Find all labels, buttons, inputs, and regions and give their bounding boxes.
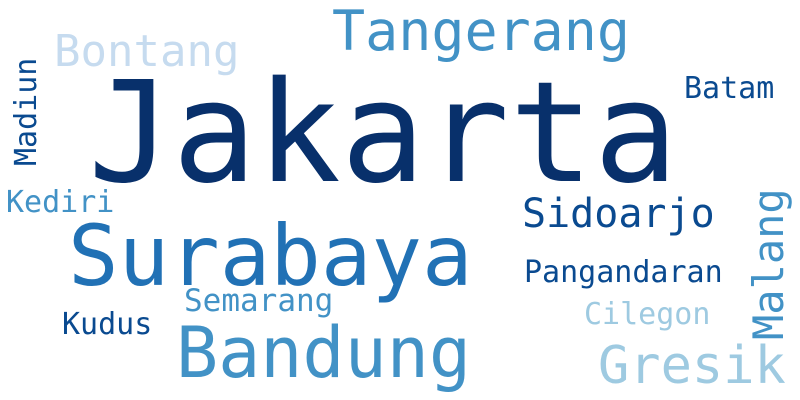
word-kudus: Kudus: [62, 307, 153, 342]
word-bontang: Bontang: [54, 26, 240, 77]
word-batam: Batam: [684, 71, 775, 106]
word-semarang: Semarang: [184, 283, 334, 319]
word-sidoarjo: Sidoarjo: [522, 191, 715, 237]
word-bandung: Bandung: [176, 312, 472, 394]
word-kediri: Kediri: [6, 185, 115, 220]
word-gresik: Gresik: [598, 336, 786, 396]
word-jakarta: Jakarta: [88, 52, 679, 215]
word-cilegon: Cilegon: [584, 297, 711, 332]
word-surabaya: Surabaya: [68, 207, 473, 305]
word-tangerang: Tangerang: [332, 0, 631, 63]
word-madiun: Madiun: [9, 57, 44, 166]
word-pangandaran: Pangandaran: [524, 255, 723, 290]
word-malang: Malang: [744, 188, 793, 340]
